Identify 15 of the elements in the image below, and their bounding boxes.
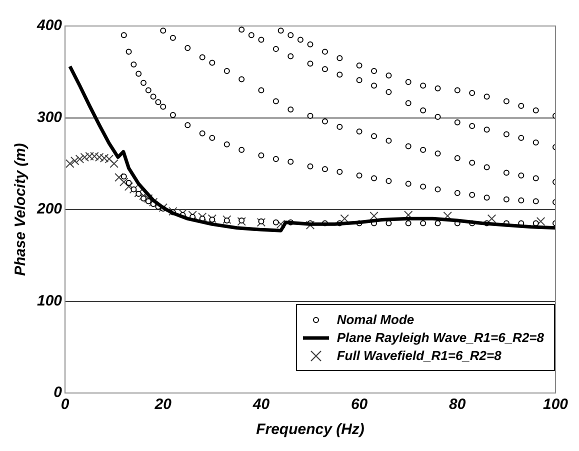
y-tick-label: 200	[36, 200, 63, 218]
x-tick-label: 60	[350, 396, 368, 414]
y-tick-label: 400	[36, 17, 63, 34]
x-tick-label: 40	[252, 396, 270, 414]
legend-label: Nomal Mode	[336, 312, 414, 327]
legend-label: Plane Rayleigh Wave_R1=6_R2=8	[336, 330, 544, 345]
x-tick-label: 80	[449, 396, 466, 414]
x-tick-label: 20	[154, 396, 172, 414]
y-tick-label: 100	[36, 292, 63, 310]
x-tick-label: 100	[542, 396, 569, 414]
legend-label: Full Wavefield_R1=6_R2=8	[336, 348, 502, 363]
y-tick-label: 0	[54, 384, 63, 402]
y-tick-label: 300	[36, 108, 63, 126]
y-axis-title: Phase Velocity (m)	[12, 143, 30, 276]
x-axis-title: Frequency (Hz)	[256, 421, 364, 438]
